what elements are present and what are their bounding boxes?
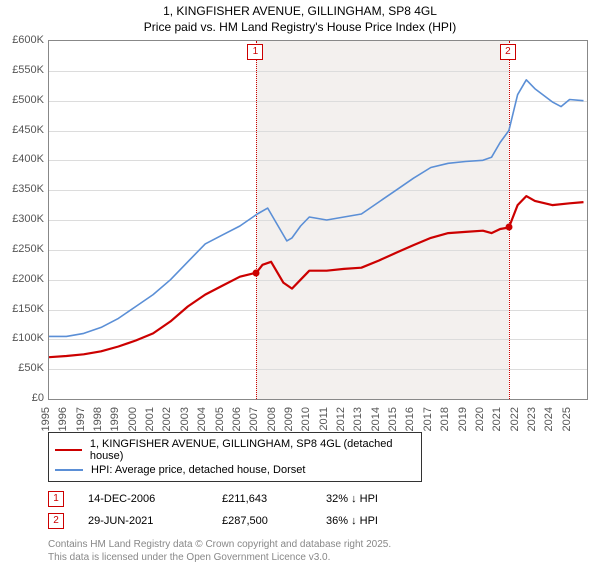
- series-line: [49, 196, 584, 357]
- legend-item: 1, KINGFISHER AVENUE, GILLINGHAM, SP8 4G…: [55, 437, 415, 463]
- x-axis-label: 2009: [283, 407, 295, 437]
- x-axis-label: 2013: [352, 407, 364, 437]
- credits-line1: Contains HM Land Registry data © Crown c…: [48, 538, 592, 551]
- x-axis-label: 1996: [57, 407, 69, 437]
- y-axis-label: £0: [32, 392, 44, 404]
- x-axis-label: 2006: [231, 407, 243, 437]
- y-axis-label: £400K: [12, 153, 44, 165]
- sale-record-price: £211,643: [222, 493, 302, 505]
- sale-record-pct: 32% ↓ HPI: [326, 493, 436, 505]
- sale-record-date: 14-DEC-2006: [88, 493, 198, 505]
- x-axis-label: 2020: [474, 407, 486, 437]
- sale-record-price: £287,500: [222, 515, 302, 527]
- x-axis-label: 2014: [370, 407, 382, 437]
- sale-record-row: 2 29-JUN-2021 £287,500 36% ↓ HPI: [48, 510, 592, 532]
- x-axis-label: 2012: [335, 407, 347, 437]
- x-axis-label: 2025: [561, 407, 573, 437]
- x-axis-label: 2017: [422, 407, 434, 437]
- x-axis-label: 2004: [196, 407, 208, 437]
- credits: Contains HM Land Registry data © Crown c…: [48, 538, 592, 564]
- chart-area: £0 £50K £100K £150K £200K £250K £300K £350K £400…: [4, 40, 590, 430]
- chart-title: 1, KINGFISHER AVENUE, GILLINGHAM, SP8 4G…: [0, 0, 600, 20]
- y-axis-label: £350K: [12, 183, 44, 195]
- legend-item: HPI: Average price, detached house, Dors…: [55, 463, 415, 477]
- credits-line2: This data is licensed under the Open Gov…: [48, 551, 592, 564]
- x-axis-label: 2000: [127, 407, 139, 437]
- plot-area: [48, 40, 588, 400]
- x-axis-label: 2022: [509, 407, 521, 437]
- y-axis-label: £100K: [12, 332, 44, 344]
- x-axis-label: 2007: [248, 407, 260, 437]
- y-axis-label: £450K: [12, 124, 44, 136]
- sale-marker-badge: 1: [247, 44, 263, 60]
- sale-record-badge: 2: [48, 513, 64, 529]
- x-axis-label: 1995: [40, 407, 52, 437]
- x-axis-label: 1999: [109, 407, 121, 437]
- y-axis-label: £200K: [12, 273, 44, 285]
- y-axis-label: £250K: [12, 243, 44, 255]
- chart-subtitle: Price paid vs. HM Land Registry's House …: [0, 20, 600, 40]
- sale-records: 1 14-DEC-2006 £211,643 32% ↓ HPI 2 29-JUN-202…: [48, 488, 592, 532]
- y-axis-label: £550K: [12, 64, 44, 76]
- y-axis-label: £150K: [12, 303, 44, 315]
- x-axis-label: 2003: [179, 407, 191, 437]
- sale-record-badge: 1: [48, 491, 64, 507]
- x-axis-label: 1998: [92, 407, 104, 437]
- y-axis-label: £600K: [12, 34, 44, 46]
- x-axis-label: 2021: [491, 407, 503, 437]
- y-axis-label: £500K: [12, 94, 44, 106]
- y-axis-label: £300K: [12, 213, 44, 225]
- chart-container: 1, KINGFISHER AVENUE, GILLINGHAM, SP8 4G…: [0, 0, 600, 560]
- x-axis-label: 1997: [75, 407, 87, 437]
- x-axis-label: 2015: [387, 407, 399, 437]
- legend: 1, KINGFISHER AVENUE, GILLINGHAM, SP8 4G…: [48, 432, 422, 482]
- x-axis-label: 2005: [214, 407, 226, 437]
- sale-marker-badge: 2: [500, 44, 516, 60]
- x-axis-label: 2016: [404, 407, 416, 437]
- chart-lines: [49, 41, 587, 399]
- series-line: [49, 80, 584, 337]
- legend-swatch: [55, 469, 83, 471]
- sale-record-date: 29-JUN-2021: [88, 515, 198, 527]
- x-axis-label: 2023: [526, 407, 538, 437]
- legend-label: HPI: Average price, detached house, Dors…: [91, 464, 305, 476]
- legend-label: 1, KINGFISHER AVENUE, GILLINGHAM, SP8 4G…: [90, 438, 415, 462]
- x-axis-label: 2001: [144, 407, 156, 437]
- x-axis-label: 2010: [300, 407, 312, 437]
- x-axis-label: 2024: [543, 407, 555, 437]
- x-axis-label: 2011: [318, 407, 330, 437]
- sale-record-pct: 36% ↓ HPI: [326, 515, 436, 527]
- x-axis-label: 2008: [266, 407, 278, 437]
- legend-swatch: [55, 449, 82, 451]
- y-axis-label: £50K: [18, 362, 44, 374]
- sale-record-row: 1 14-DEC-2006 £211,643 32% ↓ HPI: [48, 488, 592, 510]
- x-axis-label: 2002: [161, 407, 173, 437]
- x-axis-label: 2018: [439, 407, 451, 437]
- x-axis-label: 2019: [457, 407, 469, 437]
